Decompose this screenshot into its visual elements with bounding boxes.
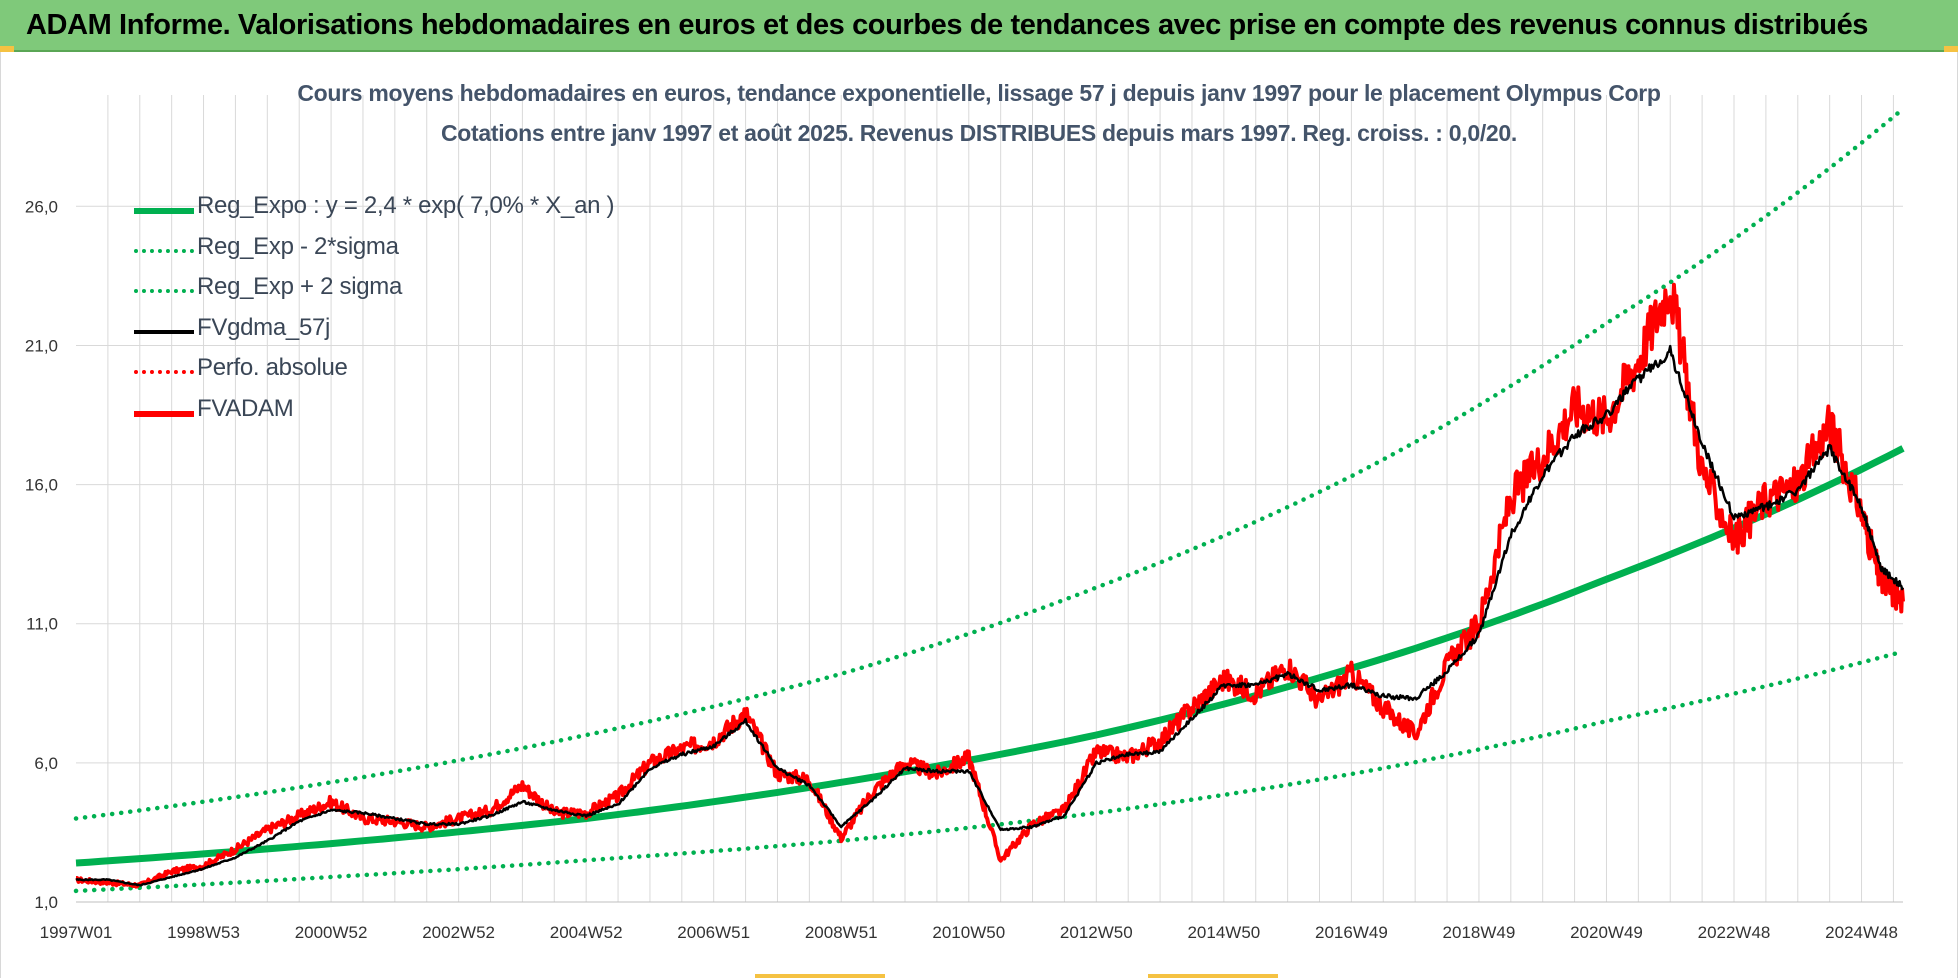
x-tick-label: 2008W51	[805, 923, 878, 942]
y-tick-label: 21,0	[25, 336, 58, 355]
y-tick-label: 1,0	[34, 893, 58, 912]
x-tick-label: 2024W48	[1825, 923, 1898, 942]
legend-label: FVADAM	[197, 394, 294, 422]
series-line-fvadam	[75, 282, 1905, 889]
x-tick-label: 2010W50	[932, 923, 1005, 942]
legend-label: Reg_Expo : y = 2,4 * exp( 7,0% * X_an )	[197, 192, 615, 219]
report-banner: ADAM Informe. Valorisations hebdomadaire…	[0, 0, 1958, 52]
x-tick-label: 2022W48	[1698, 923, 1771, 942]
legend-label: FVgdma_57j	[197, 313, 331, 341]
x-tick-label: 2016W49	[1315, 923, 1388, 942]
x-tick-label: 2014W50	[1187, 923, 1260, 942]
legend-label: Reg_Exp + 2 sigma	[197, 273, 403, 301]
report-title: ADAM Informe. Valorisations hebdomadaire…	[26, 9, 1869, 41]
legend-swatch	[134, 329, 194, 334]
y-tick-label: 16,0	[25, 476, 58, 495]
x-tick-label: 2002W52	[422, 923, 495, 942]
legend-label: Reg_Exp - 2*sigma	[197, 232, 399, 260]
y-tick-label: 6,0	[34, 754, 58, 773]
x-tick-label: 2000W52	[295, 923, 368, 942]
series-line-reg-exp-2-sigma	[73, 106, 1906, 821]
x-tick-label: 2018W49	[1443, 923, 1516, 942]
y-tick-label: 11,0	[26, 615, 58, 634]
chart-title: Cours moyens hebdomadaires en euros, ten…	[297, 80, 1661, 106]
legend-swatch	[134, 248, 194, 253]
x-tick-label: 2006W51	[677, 923, 750, 942]
legend-swatch	[134, 410, 194, 417]
series-line-fvgdma-57j	[75, 344, 1905, 887]
bottom-mark	[1148, 974, 1278, 978]
x-tick-label: 1998W53	[167, 923, 240, 942]
x-tick-label: 1997W01	[40, 923, 113, 942]
legend-swatch	[134, 370, 194, 375]
y-tick-label: 26,0	[25, 197, 58, 216]
series-line-reg-expo-y-2-4-exp-7-0-x-an	[75, 445, 1905, 867]
bottom-mark	[755, 974, 885, 978]
x-tick-label: 2012W50	[1060, 923, 1133, 942]
corner-mark-left	[0, 46, 14, 52]
corner-mark-right	[1944, 46, 1958, 52]
x-tick-label: 2004W52	[550, 923, 623, 942]
legend-swatch	[134, 289, 194, 294]
legend-label: Perfo. absolue	[197, 354, 348, 382]
chart-subtitle: Cotations entre janv 1997 et août 2025. …	[440, 120, 1517, 146]
series-line-reg-exp-2-sigma	[73, 649, 1906, 894]
legend-swatch	[134, 208, 194, 214]
x-tick-label: 2020W49	[1570, 923, 1643, 942]
